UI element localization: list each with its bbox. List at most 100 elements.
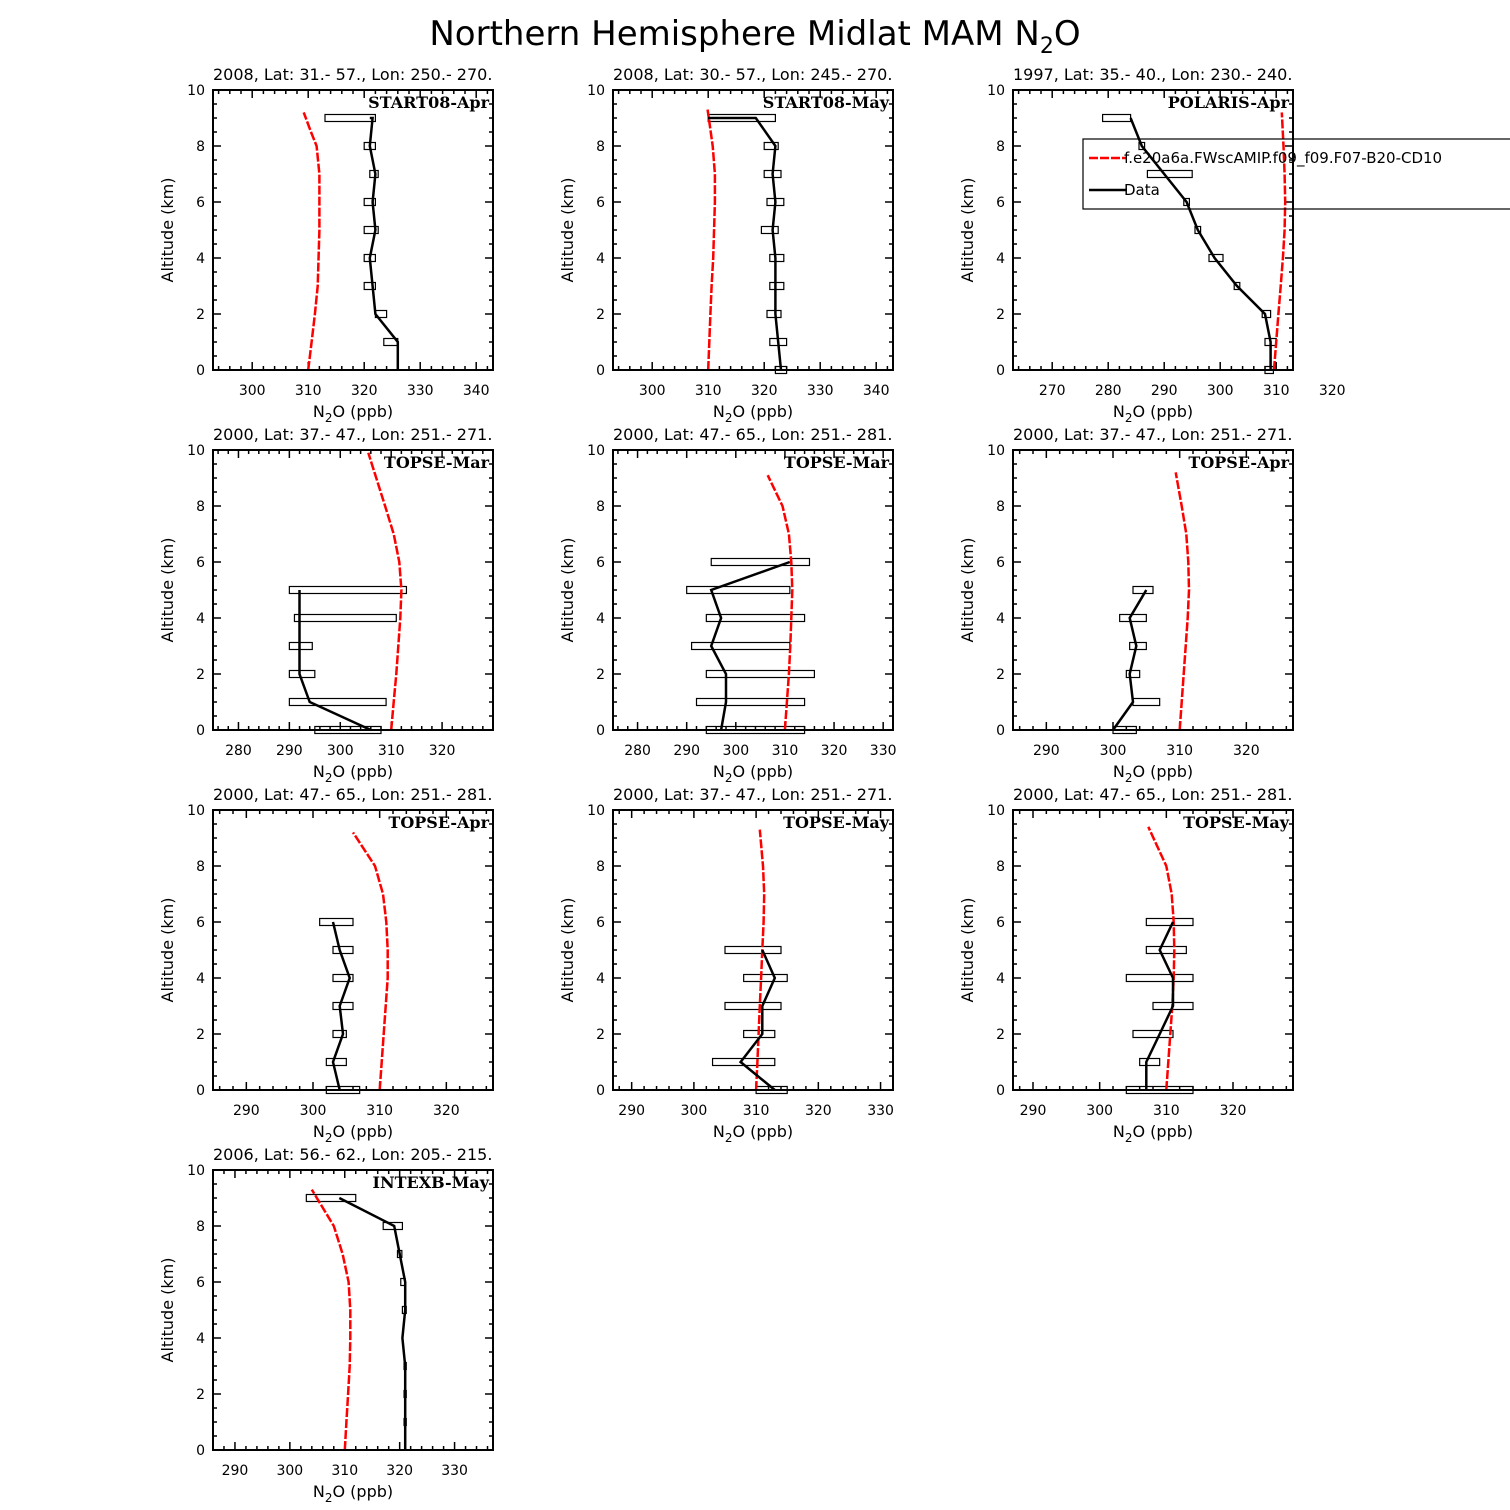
uncertainty-box xyxy=(332,1001,354,1011)
y-tick-label: 4 xyxy=(596,251,605,267)
model-line xyxy=(351,831,389,1091)
y-tick-label: 2 xyxy=(996,1027,1005,1043)
x-tick-label: 310 xyxy=(743,1103,770,1119)
uncertainty-box xyxy=(332,973,354,983)
uncertainty-box xyxy=(705,669,816,679)
panel-4: 2000, Lat: 37.- 47., Lon: 251.- 271. TOPS… xyxy=(158,425,494,785)
uncertainty-box xyxy=(724,945,782,955)
campaign-label: START08-May xyxy=(763,93,890,112)
panel-10: 2006, Lat: 56.- 62., Lon: 205.- 215. INTE… xyxy=(158,1145,494,1505)
y-axis-label: Altitude (km) xyxy=(158,178,177,283)
x-tick-label: 330 xyxy=(441,1463,468,1479)
x-tick-label: 330 xyxy=(807,383,834,399)
y-tick-label: 2 xyxy=(196,1387,205,1403)
plot-frame xyxy=(212,449,494,731)
x-axis-label: N2O (ppb) xyxy=(1113,762,1193,785)
y-tick-label: 8 xyxy=(196,1219,205,1235)
x-tick-label: 320 xyxy=(821,743,848,759)
y-axis-label: Altitude (km) xyxy=(558,178,577,283)
uncertainty-box xyxy=(319,917,354,927)
y-tick-label: 10 xyxy=(987,83,1005,99)
uncertainty-box xyxy=(760,225,779,235)
y-tick-label: 8 xyxy=(196,859,205,875)
x-tick-label: 320 xyxy=(805,1103,832,1119)
y-tick-label: 6 xyxy=(996,555,1005,571)
model-line xyxy=(706,109,717,371)
model-line xyxy=(367,452,403,731)
uncertainty-box xyxy=(332,1029,347,1039)
y-tick-label: 4 xyxy=(996,971,1005,987)
y-tick-label: 4 xyxy=(196,1331,205,1347)
y-tick-label: 4 xyxy=(196,971,205,987)
model-line xyxy=(766,474,794,731)
y-axis-label: Altitude (km) xyxy=(958,898,977,1003)
panels: 2008, Lat: 31.- 57., Lon: 250.- 270. STAR… xyxy=(158,65,1510,1505)
plot-frame xyxy=(1012,449,1294,731)
y-tick-label: 6 xyxy=(196,915,205,931)
panel-title: 2008, Lat: 30.- 57., Lon: 245.- 270. xyxy=(613,65,892,84)
x-tick-label: 280 xyxy=(1095,383,1122,399)
uncertainty-box xyxy=(324,113,377,123)
x-tick-label: 280 xyxy=(624,743,651,759)
uncertainty-box xyxy=(325,1057,347,1067)
y-tick-label: 0 xyxy=(196,723,205,739)
campaign-label: TOPSE-Apr xyxy=(1188,453,1289,472)
campaign-label: TOPSE-Apr xyxy=(388,813,489,832)
plot-frame xyxy=(612,89,894,371)
y-tick-label: 4 xyxy=(996,251,1005,267)
uncertainty-box xyxy=(1138,141,1146,151)
y-tick-label: 2 xyxy=(996,307,1005,323)
x-tick-label: 300 xyxy=(300,1103,327,1119)
y-tick-label: 6 xyxy=(596,195,605,211)
x-tick-label: 310 xyxy=(695,383,722,399)
y-tick-label: 10 xyxy=(987,443,1005,459)
x-tick-label: 270 xyxy=(1039,383,1066,399)
uncertainty-box xyxy=(1233,281,1241,291)
y-tick-label: 8 xyxy=(596,859,605,875)
x-tick-label: 330 xyxy=(407,383,434,399)
y-tick-label: 4 xyxy=(996,611,1005,627)
y-tick-label: 4 xyxy=(596,611,605,627)
y-tick-label: 2 xyxy=(596,1027,605,1043)
campaign-label: TOPSE-Mar xyxy=(384,453,490,472)
campaign-label: POLARIS-Apr xyxy=(1168,93,1290,112)
figure-title: Northern Hemisphere Midlat MAM N2O xyxy=(429,14,1080,59)
x-tick-label: 320 xyxy=(433,1103,460,1119)
panel-9: 2000, Lat: 47.- 65., Lon: 251.- 281. TOPS… xyxy=(958,785,1294,1145)
y-tick-label: 8 xyxy=(596,139,605,155)
panel-2: 2008, Lat: 30.- 57., Lon: 245.- 270. STAR… xyxy=(558,65,894,425)
x-tick-label: 310 xyxy=(366,1103,393,1119)
model-line xyxy=(1147,826,1176,1091)
x-axis-label: N2O (ppb) xyxy=(313,1122,393,1145)
y-tick-label: 2 xyxy=(196,307,205,323)
campaign-label: TOPSE-May xyxy=(783,813,890,832)
x-tick-label: 320 xyxy=(1319,383,1346,399)
panel-title: 2000, Lat: 37.- 47., Lon: 251.- 271. xyxy=(213,425,492,444)
x-axis-label: N2O (ppb) xyxy=(313,762,393,785)
x-tick-label: 320 xyxy=(386,1463,413,1479)
x-tick-label: 300 xyxy=(327,743,354,759)
uncertainty-box xyxy=(288,641,313,651)
y-axis-label: Altitude (km) xyxy=(158,538,177,643)
x-tick-label: 340 xyxy=(863,383,890,399)
uncertainty-box xyxy=(363,225,379,235)
uncertainty-box xyxy=(1125,669,1141,679)
x-tick-label: 290 xyxy=(1151,383,1178,399)
uncertainty-box xyxy=(363,281,377,291)
x-axis-label: N2O (ppb) xyxy=(1113,1122,1193,1145)
y-tick-label: 8 xyxy=(996,499,1005,515)
x-tick-label: 310 xyxy=(772,743,799,759)
x-tick-label: 290 xyxy=(1033,743,1060,759)
uncertainty-box xyxy=(1132,697,1161,707)
y-tick-label: 8 xyxy=(196,139,205,155)
uncertainty-box xyxy=(705,613,806,623)
x-tick-label: 290 xyxy=(276,743,303,759)
data-line xyxy=(1111,589,1148,731)
uncertainty-box xyxy=(763,141,779,151)
y-tick-label: 6 xyxy=(596,915,605,931)
plot-frame xyxy=(1012,809,1294,1091)
y-axis-label: Altitude (km) xyxy=(558,538,577,643)
x-tick-label: 300 xyxy=(1207,383,1234,399)
plot-frame xyxy=(1012,89,1294,371)
